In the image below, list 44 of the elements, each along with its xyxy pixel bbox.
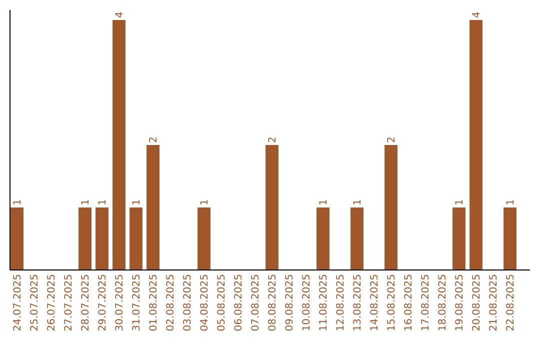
x-tick-label: 01.08.2025 xyxy=(148,274,160,332)
x-tick-label: 22.08.2025 xyxy=(506,274,516,332)
data-label: 1 xyxy=(12,199,24,206)
x-tick-label: 29.07.2025 xyxy=(98,274,108,332)
data-label: 1 xyxy=(80,199,92,206)
x-tick-label: 14.08.2025 xyxy=(370,274,380,332)
x-tick-label: 15.08.2025 xyxy=(386,274,398,332)
x-tick-label: 26.07.2025 xyxy=(46,274,58,332)
x-tick-label: 25.07.2025 xyxy=(30,274,40,332)
x-tick-label: 11.08.2025 xyxy=(318,274,330,332)
x-tick-label: 05.08.2025 xyxy=(216,274,228,332)
x-tick-label: 31.07.2025 xyxy=(132,274,142,332)
data-label: 1 xyxy=(98,199,108,206)
data-label: 1 xyxy=(506,199,516,206)
data-label: 1 xyxy=(454,199,466,206)
x-tick-label: 21.08.2025 xyxy=(488,274,500,332)
x-tick-label: 27.07.2025 xyxy=(64,274,74,332)
x-tick-label: 03.08.2025 xyxy=(182,274,194,332)
x-tick-label: 13.08.2025 xyxy=(352,274,364,332)
x-tick-label: 16.08.2025 xyxy=(404,274,414,332)
x-tick-label: 08.08.2025 xyxy=(268,274,278,332)
x-tick-label: 02.08.2025 xyxy=(166,274,176,332)
data-label: 2 xyxy=(268,136,278,143)
data-label: 1 xyxy=(318,199,330,206)
data-label: 1 xyxy=(352,199,364,206)
data-label: 4 xyxy=(472,12,482,18)
x-tick-label: 28.07.2025 xyxy=(80,274,92,332)
data-label: 2 xyxy=(386,136,398,143)
x-tick-label: 09.08.2025 xyxy=(284,274,296,332)
x-tick-label: 06.08.2025 xyxy=(234,274,244,332)
x-tick-label: 17.08.2025 xyxy=(420,274,432,332)
x-tick-label: 20.08.2025 xyxy=(472,274,482,332)
data-label: 2 xyxy=(148,136,160,143)
x-tick-label: 19.08.2025 xyxy=(454,274,466,332)
x-tick-label: 30.07.2025 xyxy=(114,274,126,332)
x-tick-label: 07.08.2025 xyxy=(250,274,262,332)
x-tick-label: 18.08.2025 xyxy=(438,274,448,332)
data-label: 1 xyxy=(200,199,210,206)
data-label: 4 xyxy=(114,12,126,18)
x-tick-label: 12.08.2025 xyxy=(336,274,346,332)
x-tick-label: 04.08.2025 xyxy=(200,274,210,332)
x-tick-label: 24.07.2025 xyxy=(12,274,24,332)
x-tick-label: 10.08.2025 xyxy=(302,274,312,332)
data-label: 1 xyxy=(132,199,142,206)
